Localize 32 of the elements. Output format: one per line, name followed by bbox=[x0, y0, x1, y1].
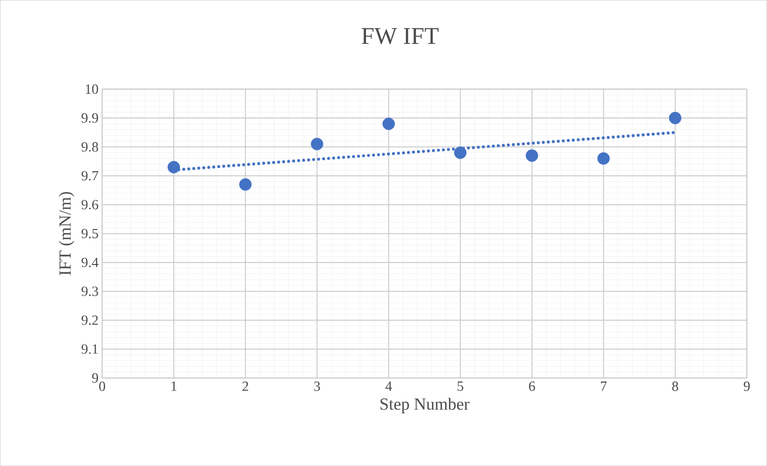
y-tick-label: 9.2 bbox=[82, 315, 98, 325]
y-axis-title: IFT (mN/m) bbox=[58, 192, 74, 276]
point bbox=[454, 146, 466, 159]
point bbox=[168, 160, 180, 174]
y-tick-label: 9.3 bbox=[82, 286, 98, 296]
point bbox=[668, 112, 682, 124]
point bbox=[239, 178, 252, 191]
point bbox=[382, 118, 395, 130]
point bbox=[597, 152, 610, 165]
x-tick-label: 0 bbox=[99, 381, 106, 391]
y-tick-label: 9.7 bbox=[82, 171, 98, 180]
chart-title: FW IFT bbox=[362, 28, 439, 44]
x-tick-label: 9 bbox=[744, 381, 750, 391]
x-tick-label: 6 bbox=[529, 381, 536, 391]
y-tick-label: 9.8 bbox=[82, 142, 98, 152]
point bbox=[526, 149, 538, 162]
x-axis-title: Step Number bbox=[380, 398, 470, 414]
y-tick-label: 9.4 bbox=[82, 258, 98, 268]
y-tick-label: 9 bbox=[92, 373, 98, 383]
x-tick-label: 4 bbox=[385, 381, 392, 391]
x-tick-label: 5 bbox=[458, 381, 464, 391]
x-tick-label: 1 bbox=[172, 381, 176, 391]
y-tick-label: 9.9 bbox=[82, 113, 98, 123]
y-tick-label: 9.1 bbox=[82, 344, 98, 354]
x-tick-label: 2 bbox=[242, 381, 248, 391]
y-tick-label: 9.5 bbox=[82, 228, 98, 238]
y-tick-label: 9.6 bbox=[82, 200, 98, 210]
x-tick-label: 7 bbox=[600, 381, 607, 391]
point bbox=[310, 138, 324, 150]
y-tick-label: 10 bbox=[86, 84, 98, 94]
x-tick-label: 8 bbox=[672, 381, 678, 391]
x-tick-label: 3 bbox=[314, 381, 320, 391]
